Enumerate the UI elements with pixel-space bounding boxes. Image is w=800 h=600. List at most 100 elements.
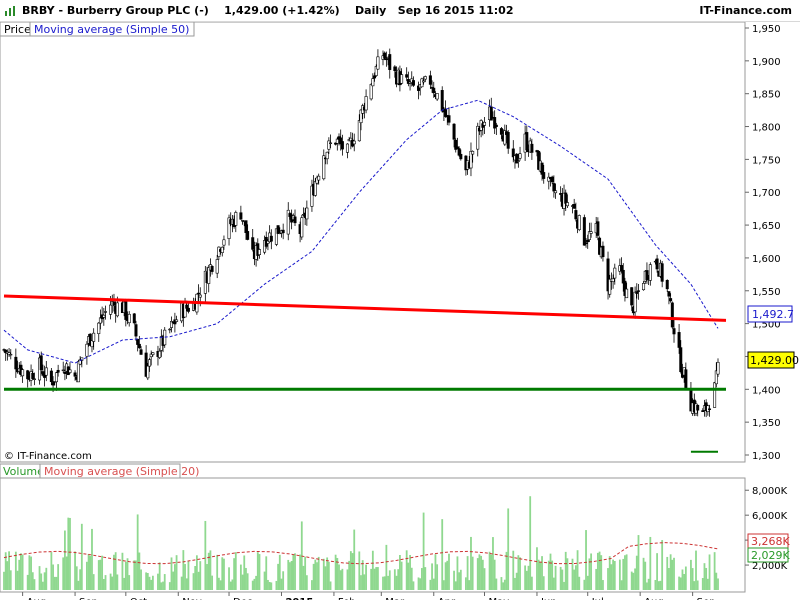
volume-bar xyxy=(74,551,76,590)
candle-body xyxy=(102,314,106,318)
volume-axis-label: 8,000K xyxy=(752,486,788,497)
volume-bar xyxy=(585,530,587,590)
change-percent: (+1.42%) xyxy=(282,4,340,17)
candle-body xyxy=(92,332,96,342)
candle-body xyxy=(257,249,261,255)
volume-bar xyxy=(45,567,48,590)
volume-bar xyxy=(410,567,413,590)
candle-body xyxy=(383,52,387,59)
candle-body xyxy=(78,359,82,365)
time-axis-label: Sep xyxy=(697,597,716,600)
volume-bar xyxy=(206,564,208,590)
volume-bar xyxy=(385,544,388,590)
volume-bar xyxy=(373,568,376,590)
ma50-value-box xyxy=(747,305,793,323)
volume-bar xyxy=(305,575,308,590)
time-axis-label: Jun xyxy=(540,597,557,600)
volume-bar xyxy=(8,551,10,590)
candle-body xyxy=(90,340,94,348)
candle-body xyxy=(134,324,138,337)
volume-bar xyxy=(495,578,498,590)
price-axis-label: 1,300 xyxy=(752,451,781,462)
time-axis-label: 2015 xyxy=(285,597,313,600)
candle-body xyxy=(310,185,314,207)
volume-bar xyxy=(234,552,237,590)
candle-body xyxy=(623,280,627,296)
price-axis-label: 1,600 xyxy=(752,254,781,265)
candle-body xyxy=(39,355,43,371)
volume-bar xyxy=(717,578,719,590)
volume-bar xyxy=(92,574,95,590)
volume-ma-label: 3,268K xyxy=(751,535,790,548)
volume-bar xyxy=(412,581,415,590)
volume-bar xyxy=(160,582,163,590)
candle-body xyxy=(198,294,202,298)
candle-body xyxy=(185,304,189,309)
volume-bar xyxy=(493,559,496,590)
candle-body xyxy=(476,125,480,150)
candle-body xyxy=(420,78,424,88)
volume-bar xyxy=(102,578,105,590)
volume-bar xyxy=(632,572,635,590)
volume-bar xyxy=(277,563,279,590)
volume-bar xyxy=(514,577,516,590)
volume-bar xyxy=(221,557,224,590)
candle-body xyxy=(499,128,503,135)
candle-body xyxy=(7,352,11,356)
volume-bar xyxy=(512,550,515,590)
candle-body xyxy=(452,123,456,140)
volume-bar xyxy=(334,554,337,590)
volume-bar xyxy=(610,564,613,590)
volume-bar xyxy=(459,569,462,590)
volume-bar xyxy=(87,553,90,590)
volume-bar xyxy=(265,556,268,590)
volume-bar xyxy=(429,579,432,590)
volume-bar xyxy=(503,579,506,590)
time-axis-label: Mar xyxy=(385,597,405,600)
volume-bar xyxy=(691,568,694,590)
price-axis-label: 1,750 xyxy=(752,155,781,166)
candle-body xyxy=(234,212,238,226)
volume-bar xyxy=(182,550,185,590)
volume-bar xyxy=(339,570,342,590)
volume-bar xyxy=(466,556,469,590)
volume-bar xyxy=(302,565,305,590)
chart-canvas[interactable]: 1,3001,3501,4001,4501,5001,5501,6001,650… xyxy=(0,22,800,600)
candle-body xyxy=(246,231,250,240)
volume-bar xyxy=(492,537,494,590)
volume-bar xyxy=(715,572,718,590)
volume-bar xyxy=(527,565,530,590)
volume-bar xyxy=(75,566,78,590)
volume-bar xyxy=(417,577,420,590)
volume-bar xyxy=(38,566,41,590)
volume-bar xyxy=(14,551,17,590)
volume-bar xyxy=(157,573,159,590)
volume-bar xyxy=(649,536,652,590)
candle-body xyxy=(98,317,102,324)
volume-bar xyxy=(696,580,699,590)
volume-bar xyxy=(145,572,148,590)
volume-bar xyxy=(239,564,242,590)
volume-bar xyxy=(519,557,521,590)
tab-volume-ma[interactable] xyxy=(39,463,181,479)
candle-body xyxy=(554,190,558,194)
volume-axis-label: 6,000K xyxy=(752,511,788,522)
volume-bar xyxy=(91,528,93,590)
candle-body xyxy=(359,109,363,124)
volume-bar xyxy=(502,582,505,590)
candle-body xyxy=(714,370,718,385)
time-axis-label: Feb xyxy=(338,597,356,600)
candle-body xyxy=(447,115,451,123)
candle-body xyxy=(550,176,554,183)
candle-body xyxy=(373,75,377,79)
volume-bar xyxy=(382,576,384,590)
volume-bar xyxy=(101,555,104,590)
volume-bar xyxy=(693,581,696,590)
candle-body xyxy=(503,130,507,145)
tab-price-ma[interactable] xyxy=(29,22,195,37)
volume-bar xyxy=(622,558,625,590)
volume-bar xyxy=(290,560,293,590)
volume-bar xyxy=(278,554,281,590)
price-axis-label: 1,400 xyxy=(752,385,781,396)
volume-bar xyxy=(539,562,542,590)
